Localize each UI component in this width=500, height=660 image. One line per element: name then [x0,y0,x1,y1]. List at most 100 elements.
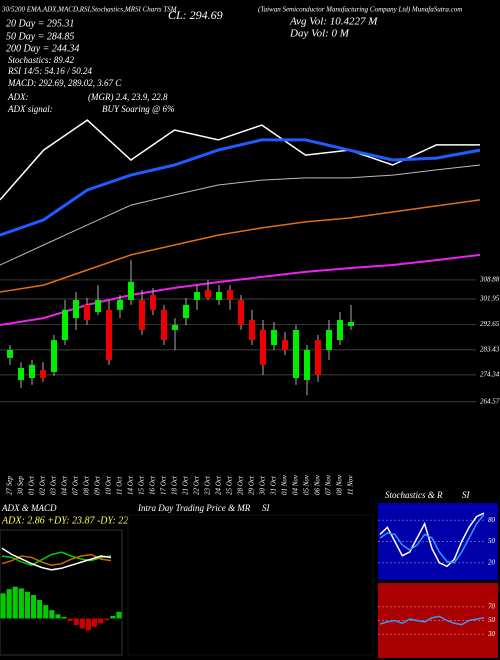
rsi-text: RSI 14/5: 54.16 / 50.24 [7,66,92,76]
macd-bar [79,618,85,629]
x-tick-label: 28 Oct [237,475,245,495]
candle-body [337,320,343,341]
candle-body [227,290,233,300]
adx-title: ADX & MACD [1,503,57,513]
x-tick-label: 14 Oct [127,475,135,495]
series-line [379,512,485,568]
x-tick-label: 11 Oct [116,476,124,495]
overlay-line [0,119,480,201]
panel-bg [378,583,498,658]
x-tick-label: 30 Sep [17,476,25,496]
stoch-title-end: SI [462,490,471,500]
candle-body [260,329,266,365]
candle-body [348,321,354,327]
x-tick-label: 30 Oct [259,475,267,496]
avg-vol: Avg Vol: 10.4227 M [289,16,378,28]
candle-body [106,309,112,360]
adx-signal-label: ADX signal: [7,104,53,114]
candle-body [271,329,277,346]
intraday-title-end: SI [262,503,271,513]
series-line [1,553,112,566]
macd-bar [92,618,98,627]
intraday-frame [127,514,374,656]
overlay-line [0,138,481,237]
ma20: 20 Day = 295.31 [6,18,74,29]
candle-body [51,340,57,372]
y-tick-label: 20 [488,558,496,566]
y-tick-label: 50 [488,537,496,545]
candle-body [84,304,90,321]
x-tick-label: 01 Nov [281,474,289,495]
macd-bar [73,618,79,626]
close-price: CL: 294.69 [168,8,223,22]
y-tick-label: 301.95 [479,295,500,303]
candle-body [205,290,211,299]
candle-body [293,329,299,379]
series-line [1,551,112,567]
macd-bar [98,618,104,624]
macd-bar [6,589,12,619]
macd-bar [24,591,30,619]
candle-body [128,281,134,300]
macd-bar [104,618,110,621]
y-tick-label: 308.88 [479,276,500,284]
adx-value: (MGR) 2.4, 23.9, 22.8 [88,92,168,102]
candle-body [282,340,288,350]
x-tick-label: 24 Oct [215,475,223,495]
adx-values: ADX: 2.86 +DY: 23.87 -DY: 22.77 [1,515,142,526]
x-tick-label: 29 Oct [248,475,256,495]
candle-body [73,299,79,319]
ma50: 50 Day = 284.85 [6,31,74,42]
candle-body [40,370,46,379]
x-tick-label: 15 Oct [138,475,146,495]
x-tick-label: 01 Oct [28,475,36,495]
macd-bar [67,618,73,622]
candle-body [326,329,332,350]
candle-body [18,367,24,380]
series-line [379,514,485,564]
macd-bar [31,595,37,619]
macd-bar [43,605,49,619]
macd-bar [37,600,43,619]
ma200: 200 Day = 244.34 [6,43,79,54]
x-tick-label: 06 Nov [314,474,322,495]
x-tick-label: 23 Oct [204,475,212,495]
candle-body [216,291,222,300]
series-line [1,547,112,571]
x-tick-label: 27 Sep [6,476,14,495]
company: (Taiwan Semiconductor Manufacturing Comp… [258,6,462,14]
y-tick-label: 80 [488,516,496,524]
y-tick-label: 50 [488,616,496,624]
candle-body [304,349,310,380]
intraday-title: Intra Day Trading Price & MR [137,503,251,513]
day-vol: Day Vol: 0 M [289,28,350,40]
y-tick-label: 292.65 [480,320,500,328]
candle-body [238,299,244,325]
candle-body [62,309,68,341]
overlay-line [0,253,481,326]
y-tick-label: 70 [488,602,496,610]
macd-bar [18,588,24,619]
y-tick-label: 283.43 [480,346,500,354]
stoch-title: Stochastics & R [385,490,443,500]
macd-text: MACD: 292.69, 289.02, 3.67 C [7,78,122,88]
candle-body [161,309,167,341]
x-tick-label: 31 Oct [270,475,278,496]
macd-bar [49,610,55,619]
x-tick-label: 10 Oct [105,475,113,495]
candle-body [172,324,178,330]
x-tick-label: 17 Oct [160,475,168,495]
overlay-line [0,199,481,293]
candle-body [139,299,145,330]
x-tick-label: 21 Oct [182,475,190,495]
macd-bar [61,616,67,619]
candle-body [249,320,255,341]
y-tick-label: 30 [487,630,496,638]
x-tick-label: 07 Nov [325,474,333,495]
x-tick-label: 09 Oct [94,475,102,495]
macd-bar [110,615,116,619]
candle-body [7,349,13,358]
stoch-text: Stochastics: 89.42 [8,55,74,65]
x-tick-label: 22 Oct [193,475,201,495]
